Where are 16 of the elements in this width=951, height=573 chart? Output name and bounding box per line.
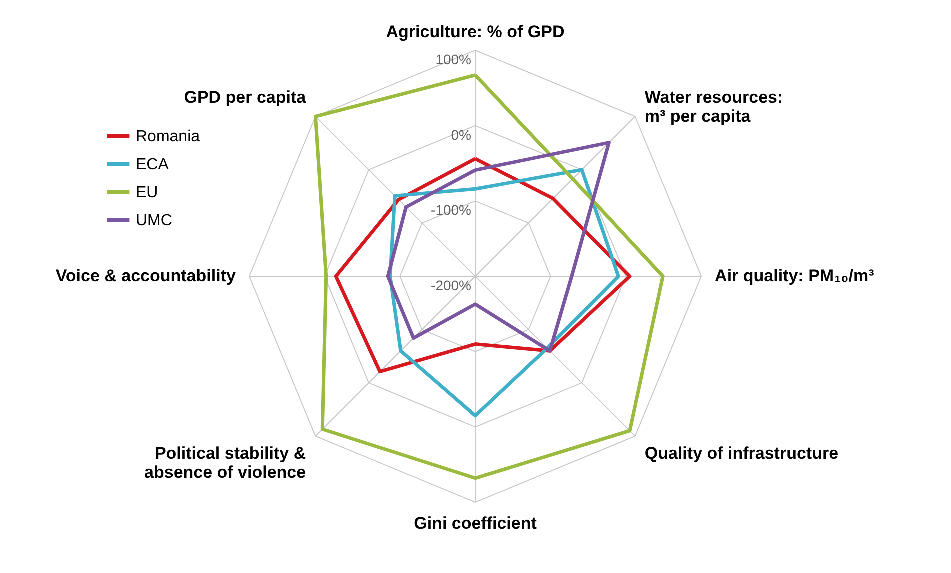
spoke-label: Political stability & absence of violence — [144, 444, 306, 482]
spoke-label: Agriculture: % of GPD — [386, 22, 565, 42]
spoke-label: Gini coefficient — [414, 514, 538, 534]
legend-label: UMC — [136, 212, 172, 230]
legend-label: EU — [136, 184, 158, 202]
spoke-label: GPD per capita — [184, 88, 307, 108]
spoke-label: Quality of infrastructure — [644, 444, 839, 463]
y-tick-label: 0% — [451, 126, 472, 143]
y-tick-label: 100% — [436, 52, 472, 68]
legend-label: Romania — [136, 128, 200, 146]
spoke-label: Water resources: m³ per capita — [644, 88, 784, 126]
legend-label: ECA — [136, 156, 170, 174]
y-tick-label: -200% — [431, 278, 472, 294]
spoke-label: Air quality: PM₁₀/m³ — [715, 266, 875, 286]
spoke-label: Voice & accountability — [56, 266, 236, 286]
y-tick-label: -100% — [431, 202, 472, 218]
